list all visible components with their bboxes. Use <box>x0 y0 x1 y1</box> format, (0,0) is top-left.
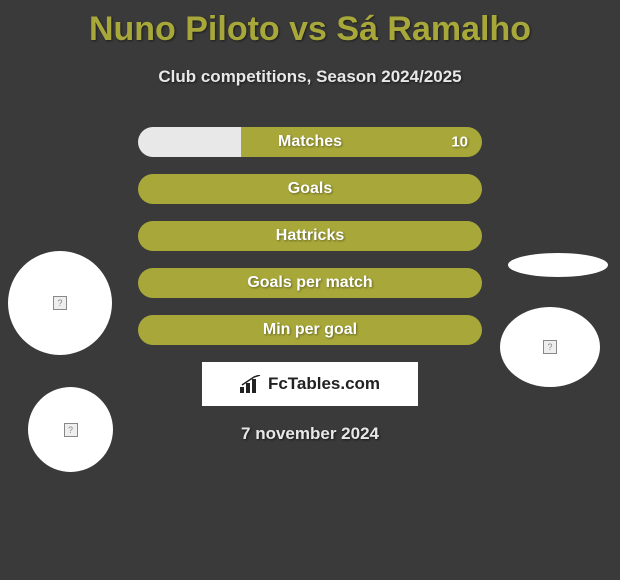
stat-bar-goals: Goals <box>138 174 482 204</box>
stat-bar-hattricks: Hattricks <box>138 221 482 251</box>
page-title: Nuno Piloto vs Sá Ramalho <box>0 0 620 49</box>
stat-bar-min-per-goal: Min per goal <box>138 315 482 345</box>
placeholder-icon: ? <box>543 340 557 354</box>
stats-area: ? ? ? Matches 10 Goals Hattricks Goals p… <box>0 127 620 444</box>
chart-icon <box>240 375 262 393</box>
stat-label: Hattricks <box>276 227 344 245</box>
stat-bar-goals-per-match: Goals per match <box>138 268 482 298</box>
placeholder-icon: ? <box>53 296 67 310</box>
player1-photo-small: ? <box>28 387 113 472</box>
stat-bars-container: Matches 10 Goals Hattricks Goals per mat… <box>138 127 482 345</box>
subtitle: Club competitions, Season 2024/2025 <box>0 67 620 87</box>
logo-text: FcTables.com <box>268 374 380 394</box>
player2-photo-large: ? <box>500 307 600 387</box>
player1-photo-large: ? <box>8 251 112 355</box>
stat-label: Matches <box>278 133 342 151</box>
stat-label: Min per goal <box>263 321 357 339</box>
stat-bar-matches: Matches 10 <box>138 127 482 157</box>
stat-label: Goals <box>288 180 332 198</box>
player2-photo-top <box>508 253 608 277</box>
fctables-logo: FcTables.com <box>202 362 418 406</box>
stat-label: Goals per match <box>247 274 372 292</box>
placeholder-icon: ? <box>64 423 78 437</box>
stat-value: 10 <box>451 134 468 151</box>
